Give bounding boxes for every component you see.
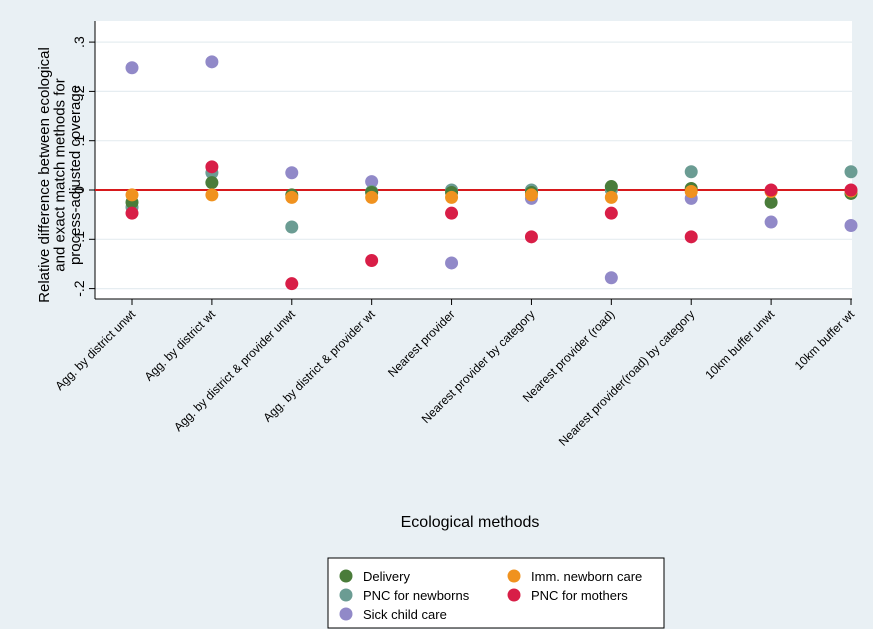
y-tick-label: .3 (71, 36, 87, 48)
data-point (285, 277, 299, 291)
data-point (764, 215, 778, 229)
data-point (365, 190, 379, 204)
y-tick-label: -.1 (71, 231, 87, 248)
y-tick-label: .1 (71, 135, 87, 147)
legend-marker (339, 569, 353, 583)
y-axis-title-line: Relative difference between ecological (36, 47, 53, 303)
data-point (205, 176, 219, 190)
data-point (205, 188, 219, 202)
data-point (764, 195, 778, 209)
data-point (684, 184, 698, 198)
y-tick-label: .2 (71, 85, 87, 97)
legend-label: Delivery (363, 569, 410, 584)
plot-area (95, 21, 852, 299)
y-axis: .3 .2 .1 0 -.1 -.2 (71, 21, 96, 299)
legend-marker (339, 588, 353, 602)
data-point (604, 180, 618, 194)
data-point (445, 206, 459, 220)
data-point (205, 55, 219, 69)
data-point (125, 61, 139, 75)
data-point (285, 220, 299, 234)
data-point (125, 188, 139, 202)
legend-label: PNC for newborns (363, 588, 470, 603)
legend-marker (507, 588, 521, 602)
data-point (285, 190, 299, 204)
data-point (445, 190, 459, 204)
data-point (684, 165, 698, 179)
data-point (445, 256, 459, 270)
data-point (604, 190, 618, 204)
data-point (365, 175, 379, 189)
data-point (524, 230, 538, 244)
y-axis-title-line: and exact match methods for (52, 78, 69, 271)
y-axis-title-line: process-adjusted coverage (67, 85, 84, 265)
legend-box (327, 557, 665, 629)
y-axis-title: Relative difference between ecologicalan… (36, 47, 84, 303)
legend-label: Sick child care (363, 607, 447, 622)
legend-marker (507, 569, 521, 583)
data-point (684, 230, 698, 244)
legend-label: PNC for mothers (531, 588, 628, 603)
data-point (125, 206, 139, 220)
y-tick-label: 0 (71, 186, 87, 194)
data-point (604, 206, 618, 220)
data-points (125, 55, 858, 291)
legend-marker (339, 607, 353, 621)
data-point (844, 183, 858, 197)
data-point (844, 165, 858, 179)
legend: Delivery Imm. newborn care PNC for newborn… (327, 557, 665, 629)
data-point (604, 271, 618, 285)
y-tick-label: -.2 (71, 280, 87, 297)
data-point (365, 253, 379, 267)
data-point (764, 183, 778, 197)
data-point (844, 218, 858, 232)
data-point (524, 188, 538, 202)
data-point (205, 160, 219, 174)
legend-label: Imm. newborn care (531, 569, 642, 584)
x-axis-title: Ecological methods (401, 514, 540, 531)
data-point (285, 166, 299, 180)
